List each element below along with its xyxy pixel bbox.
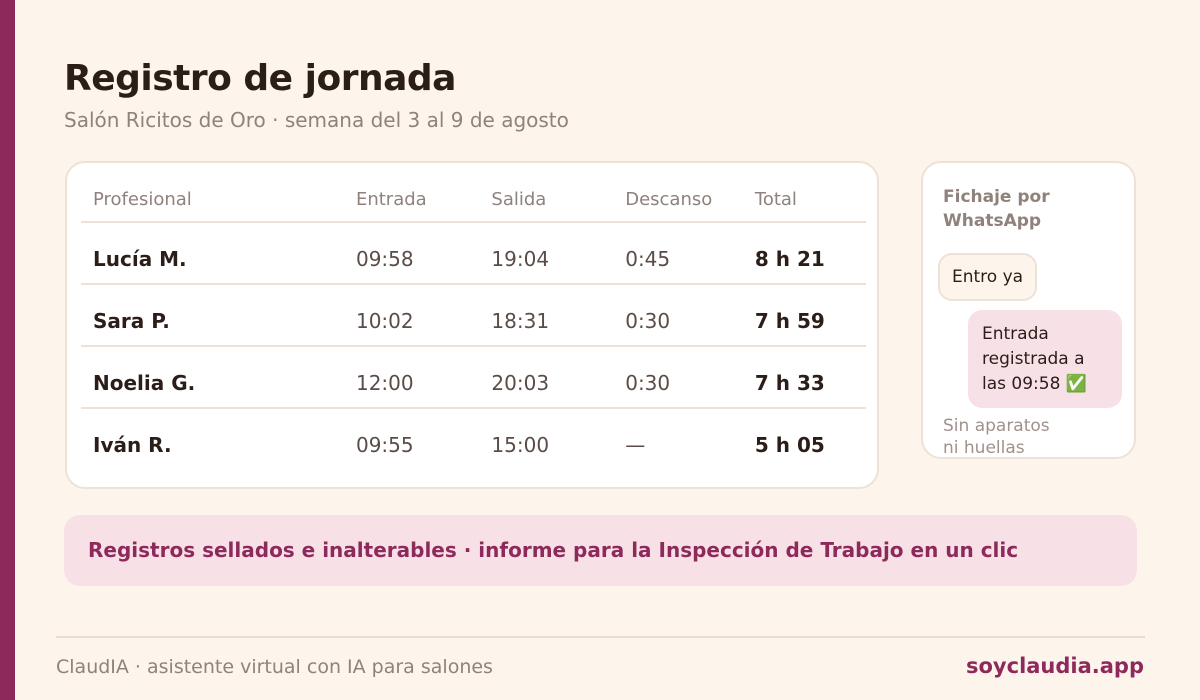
message: Entrada registrada a las 09:58 ✅ — [968, 310, 1122, 408]
footer-link[interactable]: soyclaudia.app — [966, 654, 1144, 678]
cell: 09:58 — [343, 222, 480, 285]
cell: 0:30 — [613, 284, 743, 347]
cell: Iván R. — [93, 433, 172, 457]
cell: 18:31 — [479, 284, 614, 347]
column-header: Descanso — [613, 177, 743, 223]
subtitle: Salón Ricitos de Oro · semana del 3 al 9… — [64, 108, 569, 132]
accent-stripe — [0, 0, 15, 700]
divider — [56, 636, 1145, 638]
column-header: Profesional — [81, 177, 344, 223]
cell: 20:03 — [479, 346, 614, 409]
cell: 7 h 33 — [742, 346, 866, 409]
cell: — — [625, 433, 646, 457]
table-card: Profesional Entrada Salida Descanso Total Luc… — [65, 161, 879, 489]
cell: 0:45 — [613, 222, 743, 285]
cell: Sara P. — [81, 284, 344, 347]
cell: Noelia G. — [81, 346, 344, 409]
table-row: Iván R. 09:55 15:00 — 5 h 05 — [81, 408, 866, 470]
table-row: Lucía M. 09:58 19:04 0:45 8 h 21 — [81, 222, 866, 285]
footer-text: ClaudIA · asistente virtual con IA para … — [56, 656, 493, 678]
cell: Lucía M. — [81, 222, 344, 285]
title: Registro de jornada — [64, 58, 456, 99]
cell: 09:55 — [355, 433, 414, 457]
cell: 0:30 — [613, 346, 743, 409]
banner: Registros sellados e inalterables · info… — [64, 515, 1137, 586]
message: Entro ya — [938, 253, 1038, 301]
chat-note: Sin aparatos ni huellas — [943, 416, 1050, 458]
cell: 12:00 — [343, 346, 480, 409]
cell: 8 h 21 — [742, 222, 866, 285]
cell: 19:04 — [479, 222, 614, 285]
chat-title: Fichaje por WhatsApp — [943, 187, 1050, 231]
cell: 7 h 59 — [742, 284, 866, 347]
chat-card: Fichaje por WhatsApp Entro ya Entrada re… — [921, 161, 1136, 459]
timesheet-table: Profesional Entrada Salida Descanso Total Luc… — [81, 177, 866, 470]
column-header: Salida — [479, 177, 614, 223]
table-row: Sara P. 10:02 18:31 0:30 7 h 59 — [81, 284, 866, 347]
cell: 10:02 — [343, 284, 480, 347]
column-header: Total — [742, 177, 866, 223]
column-header: Entrada — [343, 177, 480, 223]
table-row: Noelia G. 12:00 20:03 0:30 7 h 33 — [81, 346, 866, 409]
cell: 5 h 05 — [754, 433, 825, 457]
cell: 15:00 — [491, 433, 550, 457]
